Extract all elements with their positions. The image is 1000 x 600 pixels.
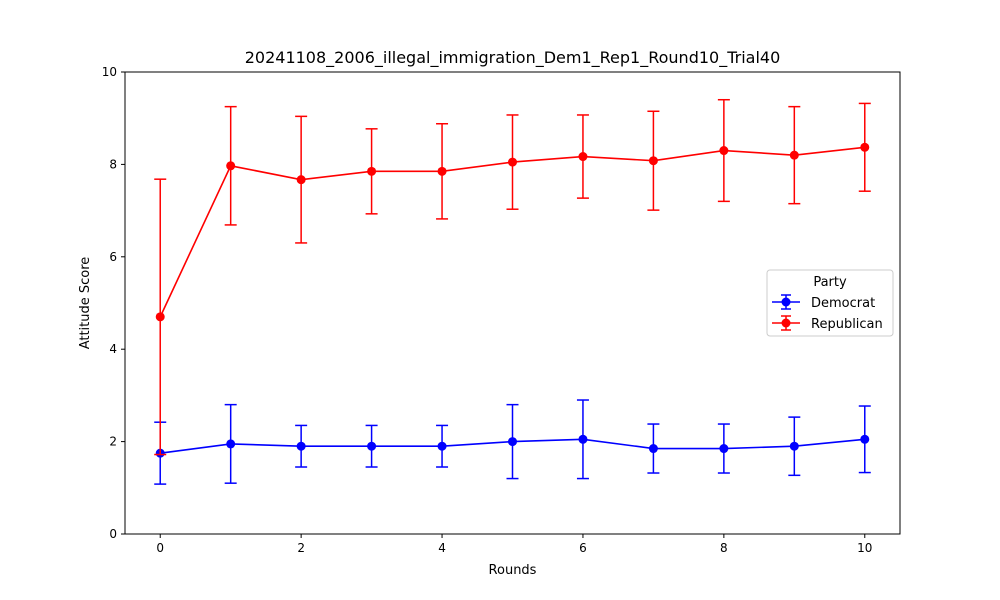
series-layer — [154, 98, 871, 485]
data-point — [296, 175, 306, 185]
y-tick-label: 6 — [109, 250, 117, 264]
data-point — [155, 312, 165, 322]
y-tick-label: 10 — [102, 65, 117, 79]
data-point — [437, 441, 447, 451]
legend-label: Democrat — [811, 296, 875, 311]
legend-items: Democrat Republican — [772, 294, 883, 332]
y-tick-label: 2 — [109, 435, 117, 449]
data-point — [789, 150, 799, 160]
data-point — [226, 439, 236, 449]
legend-label: Republican — [811, 317, 883, 332]
chart-title: 20241108_2006_illegal_immigration_Dem1_R… — [245, 48, 781, 68]
x-axis-label: Rounds — [489, 563, 537, 578]
data-point — [648, 156, 658, 166]
data-point — [578, 434, 588, 444]
x-tick-label: 10 — [857, 541, 872, 555]
data-point — [437, 166, 447, 176]
data-point — [648, 444, 658, 454]
data-point — [508, 157, 517, 167]
x-tick-label: 2 — [297, 541, 305, 555]
x-tick-label: 6 — [579, 541, 587, 555]
data-point — [860, 434, 870, 444]
y-axis-ticks: 0 2 4 6 8 10 — [102, 65, 125, 541]
data-point — [367, 441, 377, 451]
plot-frame — [124, 71, 901, 535]
legend: Party Democrat Republican — [766, 269, 894, 337]
data-point — [226, 161, 236, 171]
y-tick-label: 0 — [109, 527, 117, 541]
data-point — [719, 146, 729, 156]
data-point — [508, 437, 517, 447]
data-point — [296, 441, 306, 451]
legend-frame — [766, 269, 894, 337]
series-democrat — [154, 399, 871, 485]
data-point — [367, 166, 377, 176]
legend-marker — [781, 297, 791, 307]
data-point — [578, 152, 588, 162]
x-tick-label: 0 — [156, 541, 164, 555]
y-axis-label: Attitude Score — [78, 257, 93, 350]
x-axis-ticks: 0 2 4 6 8 10 — [156, 534, 872, 555]
x-tick-label: 4 — [438, 541, 446, 555]
x-tick-label: 8 — [720, 541, 728, 555]
data-point — [719, 444, 729, 454]
legend-marker — [781, 318, 791, 328]
series-republican — [154, 98, 871, 456]
data-point — [789, 441, 799, 451]
y-tick-label: 8 — [109, 157, 117, 171]
data-point — [860, 142, 870, 152]
legend-title: Party — [813, 275, 847, 290]
y-tick-label: 4 — [109, 342, 117, 356]
